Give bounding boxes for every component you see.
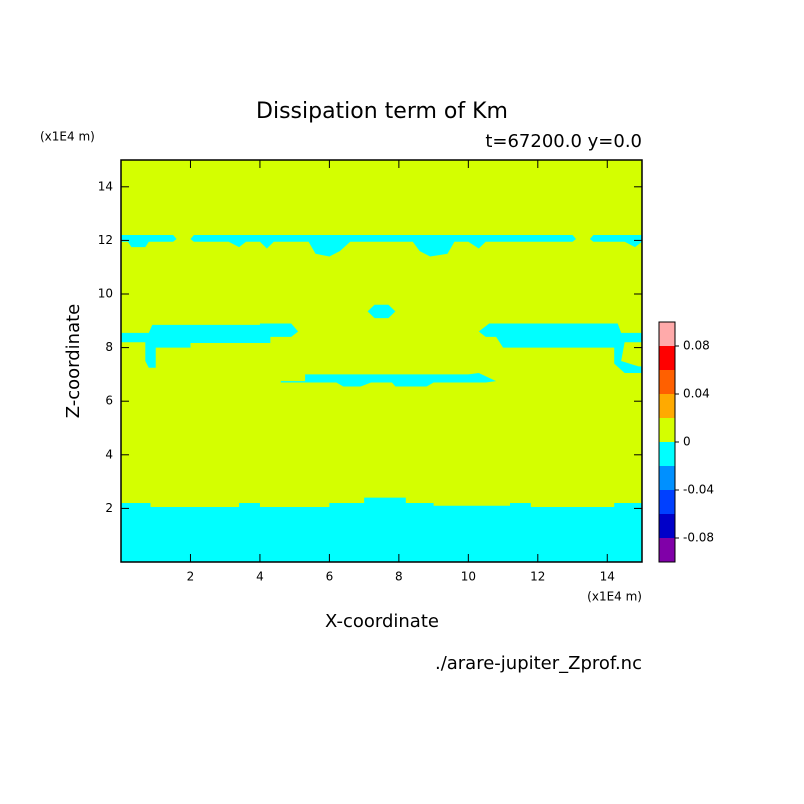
y-tick-label: 14	[98, 179, 113, 193]
plot-frame	[120, 159, 643, 563]
y-axis-label: Z-coordinate	[63, 304, 84, 419]
x-tick-label: 14	[600, 570, 615, 584]
contour-region	[121, 235, 177, 248]
x-tick-label: 12	[530, 570, 545, 584]
contour-region	[121, 497, 642, 562]
y-tick-label: 4	[105, 447, 113, 461]
contour-region	[280, 373, 497, 387]
chart-subtitle: t=67200.0 y=0.0	[485, 131, 642, 152]
colorbar-box	[659, 514, 675, 538]
colorbar-box	[659, 538, 675, 562]
contour-region	[190, 235, 577, 257]
x-axis-label: X-coordinate	[325, 611, 439, 632]
x-tick-label: 2	[187, 570, 195, 584]
x-tick-label: 8	[395, 570, 403, 584]
y-tick-label: 2	[105, 501, 113, 515]
colorbar-box	[659, 370, 675, 394]
contour-fills	[121, 160, 642, 562]
source-label: ./arare-jupiter_Zprof.nc	[435, 653, 642, 674]
axes: 2 4 6 8 10 12 14 2 4 6 8 10 12 14 -0.08 -0.04 0 0.04 0.08	[98, 159, 714, 584]
colorbar-tick-label: -0.04	[683, 483, 714, 497]
y-tick-label: 12	[98, 233, 113, 247]
x-unit: (x1E4 m)	[587, 590, 642, 604]
y-tick-label: 8	[105, 340, 113, 354]
colorbar-box	[659, 466, 675, 490]
colorbar-tick-label: 0	[683, 435, 691, 449]
colorbar-box	[659, 346, 675, 370]
y-unit: (x1E4 m)	[40, 130, 95, 144]
y-tick-label: 10	[98, 287, 113, 301]
y-tick-label: 6	[105, 394, 113, 408]
colorbar-tick-label: 0.04	[683, 387, 710, 401]
x-tick-label: 10	[461, 570, 476, 584]
contour-region	[121, 160, 642, 562]
contour-region	[121, 323, 299, 368]
colorbar-box	[659, 490, 675, 514]
x-tick-label: 4	[256, 570, 264, 584]
colorbar-box	[659, 394, 675, 418]
colorbar-box	[659, 442, 675, 466]
contour-region	[589, 235, 642, 248]
chart-title: Dissipation term of Km	[256, 99, 508, 124]
contour-region	[478, 323, 642, 374]
colorbar-box	[659, 418, 675, 442]
x-tick-label: 6	[326, 570, 334, 584]
colorbar-box	[659, 322, 675, 346]
colorbar-tick-label: 0.08	[683, 339, 710, 353]
contour-region	[367, 304, 396, 319]
colorbar-tick-label: -0.08	[683, 531, 714, 545]
